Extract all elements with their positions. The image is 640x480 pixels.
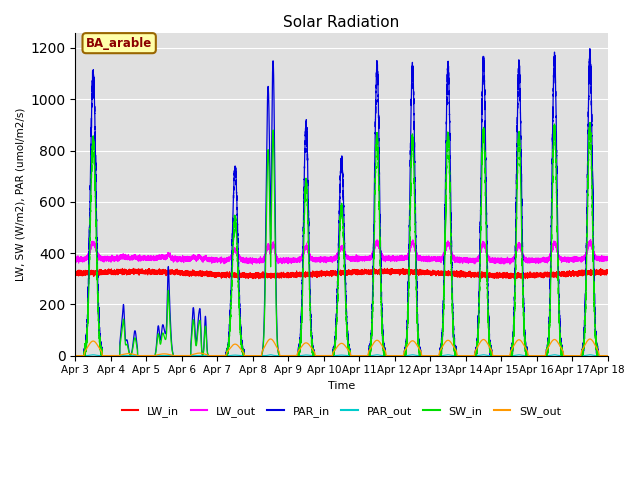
SW_out [412, 340, 419, 346]
Line: SW_out: SW_out [76, 339, 608, 356]
LW_out [507, 258, 515, 264]
LW_in [99, 268, 107, 274]
Line: SW_in: SW_in [76, 122, 608, 356]
SW_in [72, 353, 79, 359]
Title: Solar Radiation: Solar Radiation [284, 15, 399, 30]
PAR_out [99, 353, 107, 359]
PAR_out [499, 353, 507, 359]
PAR_out [586, 352, 594, 358]
SW_in [99, 353, 107, 359]
SW_out [560, 353, 568, 359]
LW_out [604, 253, 612, 259]
LW_out [248, 261, 256, 267]
LW_out [486, 257, 493, 263]
LW_out [499, 258, 507, 264]
SW_in [486, 344, 493, 349]
SW_out [267, 336, 275, 342]
LW_in [369, 265, 377, 271]
Line: LW_in: LW_in [76, 268, 608, 279]
PAR_out [604, 353, 612, 359]
SW_in [586, 120, 594, 125]
SW_out [486, 345, 493, 351]
LW_in [472, 272, 479, 277]
Line: PAR_out: PAR_out [76, 355, 608, 356]
PAR_in [472, 348, 479, 353]
Line: PAR_in: PAR_in [76, 48, 608, 356]
SW_in [499, 353, 507, 359]
SW_in [507, 352, 515, 358]
LW_in [604, 268, 612, 274]
LW_out [587, 237, 595, 242]
PAR_out [72, 353, 79, 359]
SW_out [499, 353, 507, 359]
LW_in [507, 274, 515, 279]
PAR_in [499, 353, 507, 359]
LW_in [255, 276, 262, 282]
LW_in [499, 273, 507, 278]
PAR_out [486, 353, 493, 359]
SW_out [507, 348, 515, 354]
LW_out [472, 258, 479, 264]
SW_out [472, 348, 479, 353]
SW_out [604, 353, 612, 359]
PAR_in [72, 353, 79, 359]
LW_in [412, 269, 419, 275]
PAR_out [472, 353, 479, 359]
Line: LW_out: LW_out [76, 240, 608, 264]
PAR_out [412, 352, 419, 358]
LW_out [72, 256, 79, 262]
LW_out [99, 255, 107, 261]
Legend: LW_in, LW_out, PAR_in, PAR_out, SW_in, SW_out: LW_in, LW_out, PAR_in, PAR_out, SW_in, S… [117, 401, 566, 421]
SW_out [72, 353, 79, 359]
SW_in [412, 229, 419, 235]
SW_out [99, 353, 107, 359]
LW_in [72, 270, 79, 276]
Y-axis label: LW, SW (W/m2), PAR (umol/m2/s): LW, SW (W/m2), PAR (umol/m2/s) [15, 108, 25, 281]
PAR_in [586, 46, 594, 51]
LW_out [412, 245, 419, 251]
SW_in [604, 353, 612, 359]
SW_in [472, 351, 479, 357]
PAR_in [604, 353, 612, 359]
X-axis label: Time: Time [328, 381, 355, 391]
LW_in [486, 273, 494, 279]
PAR_in [412, 190, 419, 195]
Text: BA_arable: BA_arable [86, 36, 152, 49]
PAR_in [486, 342, 493, 348]
PAR_in [507, 352, 515, 358]
PAR_out [507, 353, 515, 359]
PAR_in [99, 353, 107, 359]
